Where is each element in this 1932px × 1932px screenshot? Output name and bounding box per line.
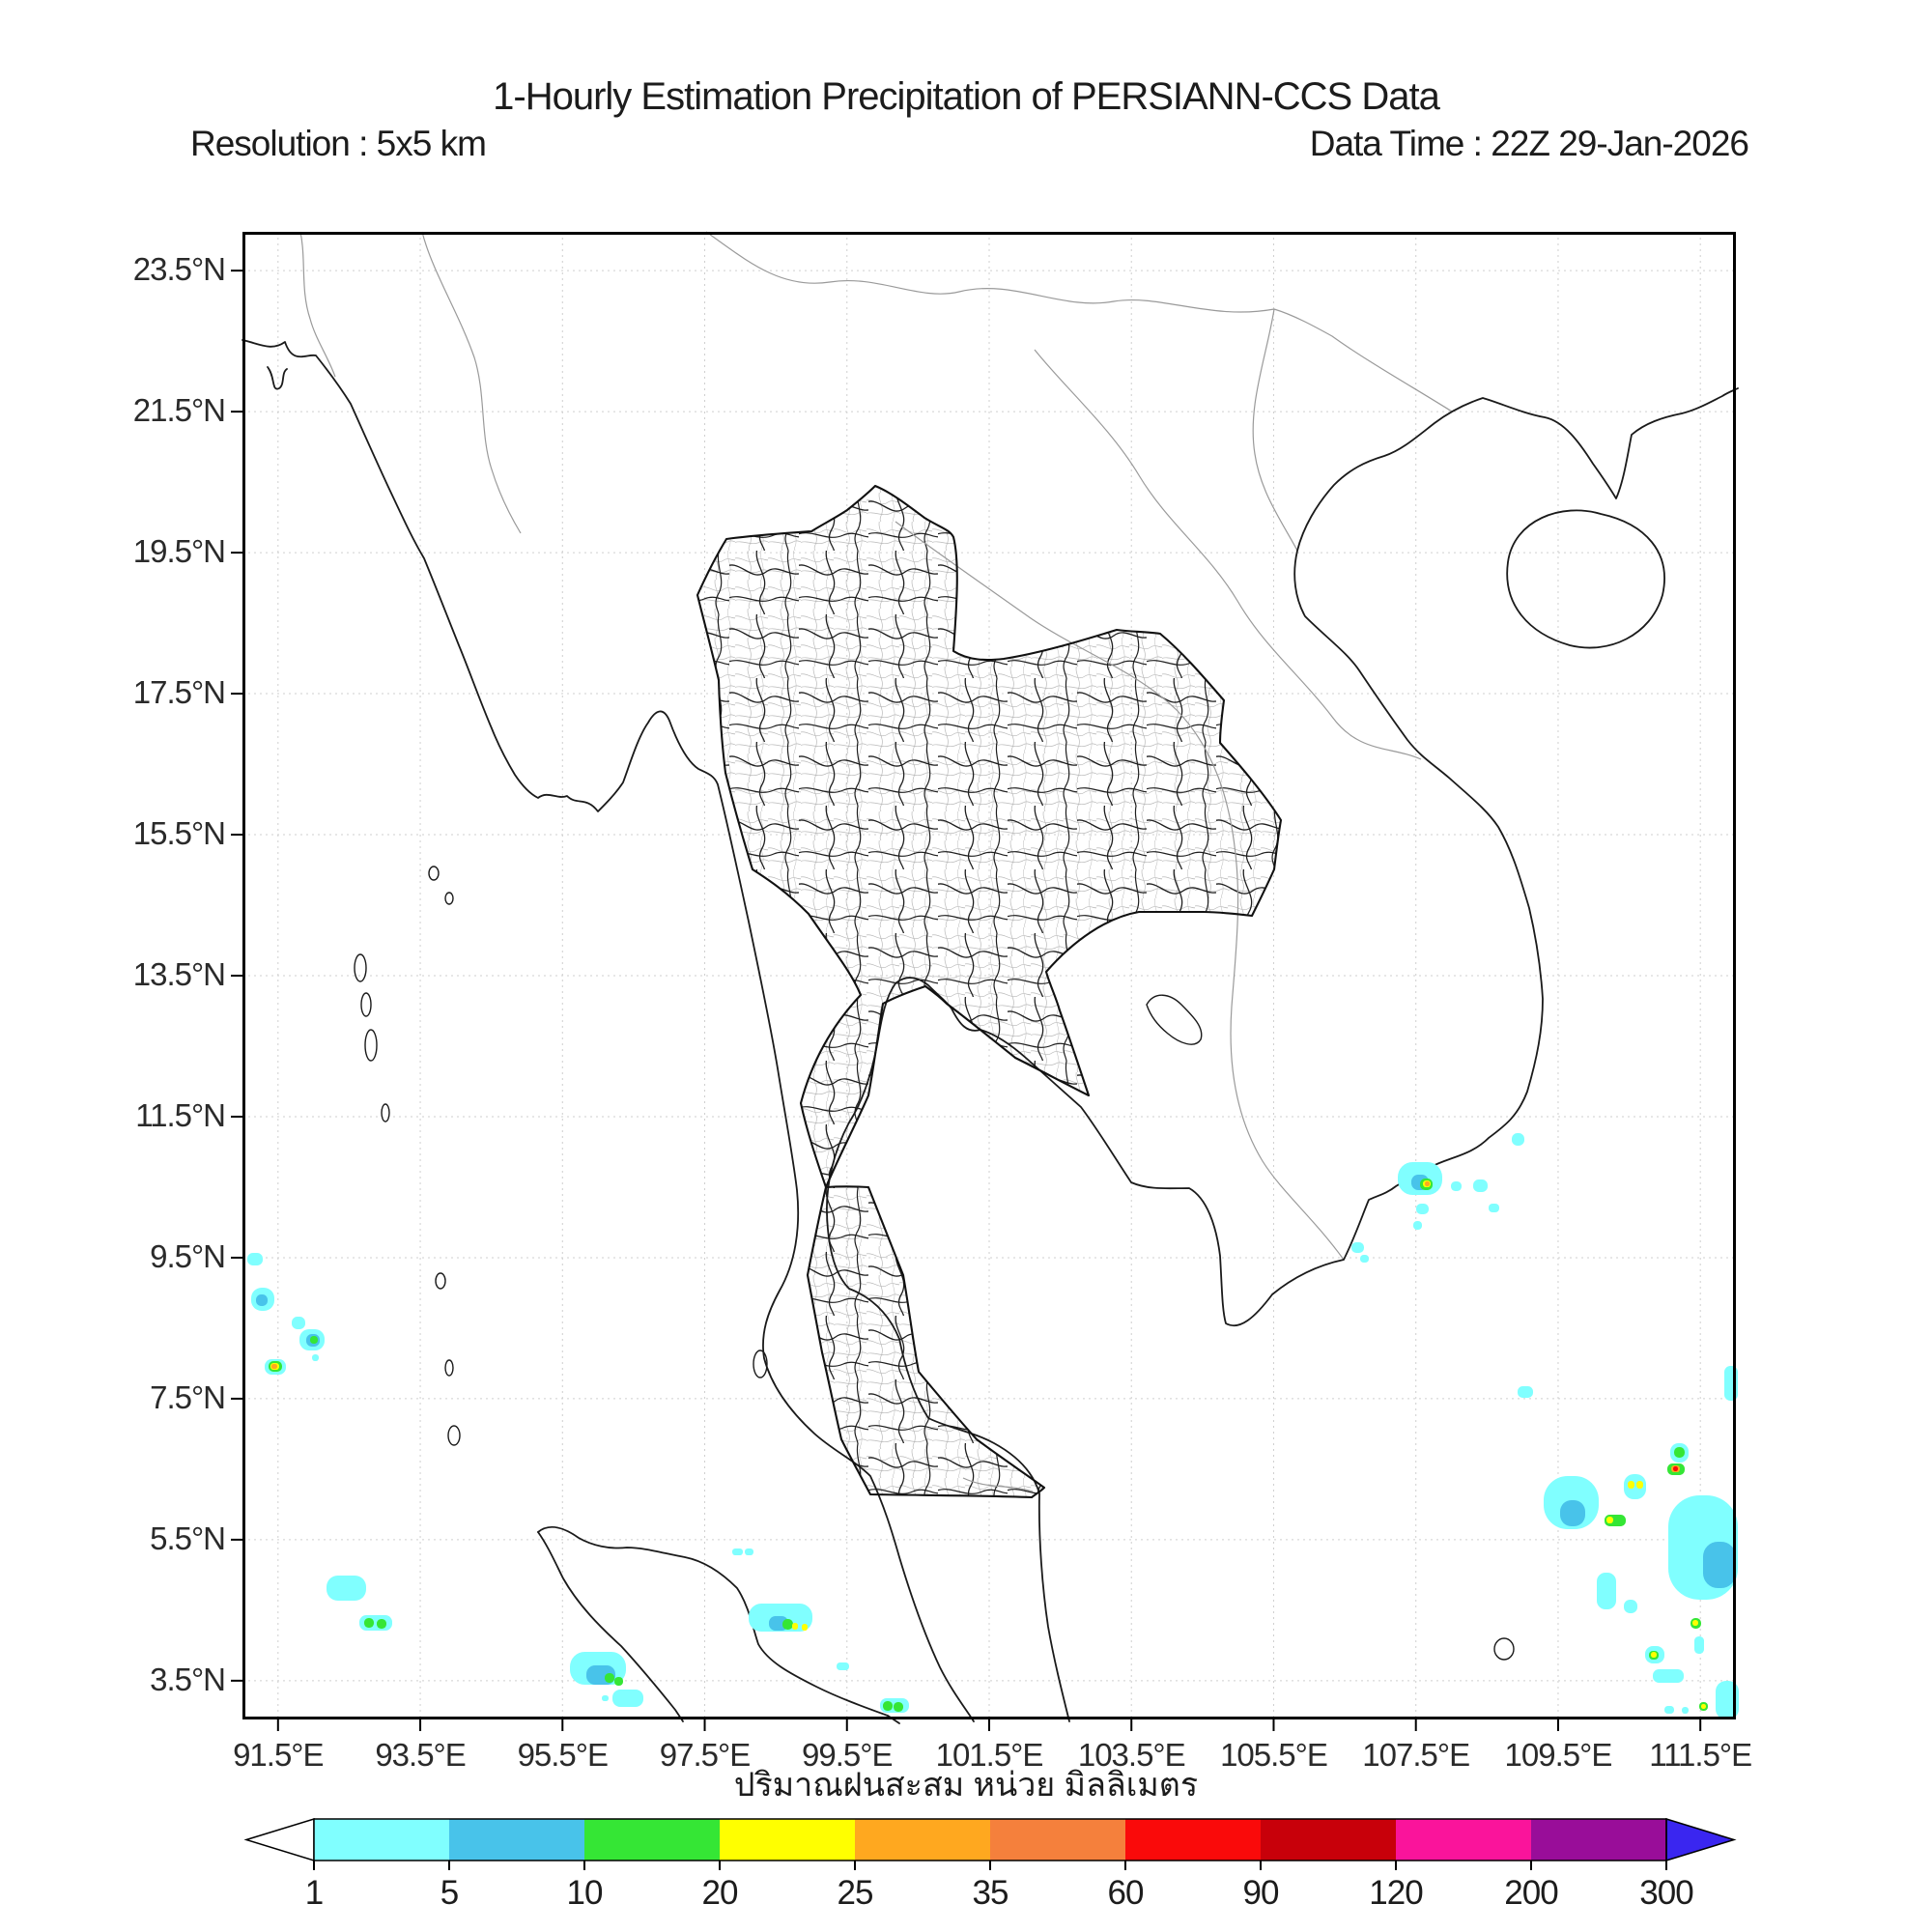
precip-cell-level-1 — [1360, 1255, 1369, 1263]
xaxis-label-thai: ปริมาณฝนสะสม หน่วย มิลลิเมตร — [733, 1767, 1199, 1804]
precip-cell-level-1 — [1694, 1636, 1704, 1654]
precip-cell-level-4 — [1636, 1481, 1643, 1489]
precip-cell-level-3 — [894, 1702, 903, 1712]
lat-tick-label: 19.5°N — [132, 533, 226, 570]
islands — [354, 866, 1515, 1661]
colorbar-tick-label: 35 — [972, 1874, 1009, 1912]
precip-cell-level-1 — [1489, 1204, 1499, 1212]
lon-tick-label: 109.5°E — [1504, 1737, 1613, 1773]
colorbar-tick-label: 20 — [701, 1874, 739, 1912]
lat-tick-label: 17.5°N — [132, 674, 226, 711]
precip-cell-level-1 — [1413, 1221, 1422, 1230]
lon-tick-label: 99.5°E — [802, 1737, 893, 1773]
colorbar-tick-label: 1 — [304, 1874, 324, 1912]
precip-cell-level-1 — [327, 1576, 366, 1601]
colorbar-tick-label: 200 — [1504, 1874, 1558, 1912]
precipitation-patches — [247, 1133, 1739, 1719]
lat-tick-label: 7.5°N — [150, 1378, 226, 1415]
precip-cell-level-1 — [612, 1690, 643, 1707]
lat-tick-label: 3.5°N — [150, 1661, 226, 1697]
chart-title: 1-Hourly Estimation Precipitation of PER… — [493, 75, 1440, 118]
precip-cell-level-5 — [1425, 1181, 1430, 1186]
lat-tick-label: 15.5°N — [132, 815, 226, 852]
axis-ticks — [231, 270, 1702, 1731]
precip-cell-level-5 — [271, 1364, 277, 1369]
lon-tick-label: 95.5°E — [517, 1737, 609, 1773]
lon-tick-label: 97.5°E — [659, 1737, 751, 1773]
map-frame — [242, 232, 1736, 1719]
precip-cell-level-3 — [364, 1618, 374, 1628]
coastlines — [242, 339, 1739, 1724]
precip-cell-level-6 — [1673, 1466, 1678, 1471]
colorbar-tick-label: 10 — [566, 1874, 604, 1912]
precip-cell-level-1 — [1451, 1181, 1462, 1191]
precip-cell-level-2 — [1560, 1500, 1585, 1526]
precip-cell-level-4 — [792, 1623, 798, 1630]
precip-cell-level-1 — [1653, 1669, 1684, 1683]
precip-cell-level-1 — [1351, 1242, 1364, 1253]
lon-tick-label: 93.5°E — [375, 1737, 466, 1773]
lat-tick-label: 21.5°N — [132, 392, 226, 429]
precip-cell-level-1 — [1416, 1204, 1429, 1214]
precip-cell-level-2 — [1703, 1542, 1736, 1588]
precip-cell-level-1 — [247, 1253, 263, 1265]
resolution-label: Resolution : 5x5 km — [190, 124, 487, 163]
precip-cell-level-1 — [312, 1354, 319, 1361]
thailand-outline — [696, 484, 1283, 1499]
colorbar-tick-label: 300 — [1639, 1874, 1693, 1912]
lon-tick-label: 103.5°E — [1077, 1737, 1186, 1773]
lat-tick-label: 13.5°N — [132, 956, 226, 992]
precip-cell-level-1 — [1664, 1706, 1674, 1714]
precip-cell-level-1 — [1624, 1474, 1646, 1499]
data-time-label: Data Time : 22Z 29-Jan-2026 — [1309, 124, 1749, 163]
lon-tick-label: 91.5°E — [233, 1737, 324, 1773]
precip-cell-level-1 — [1518, 1386, 1533, 1398]
precip-cell-level-1 — [732, 1548, 743, 1555]
lat-tick-label: 23.5°N — [132, 251, 226, 288]
lon-tick-label: 111.5°E — [1649, 1737, 1752, 1773]
precip-cell-level-4 — [1628, 1481, 1634, 1489]
precip-cell-level-3 — [614, 1677, 623, 1686]
colorbar-tick-label: 90 — [1242, 1874, 1280, 1912]
precip-cell-level-3 — [310, 1336, 318, 1344]
lon-tick-label: 101.5°E — [935, 1737, 1044, 1773]
country-borders — [299, 231, 1453, 1492]
precip-cell-level-4 — [802, 1624, 808, 1631]
precip-cell-level-1 — [1597, 1573, 1616, 1609]
precip-cell-level-1 — [1624, 1600, 1637, 1613]
precipitation-map — [231, 231, 1739, 1731]
precip-cell-level-3 — [1674, 1447, 1685, 1458]
precip-cell-level-3 — [883, 1701, 893, 1711]
precip-cell-level-4 — [1692, 1620, 1698, 1626]
precip-cell-level-3 — [782, 1619, 793, 1630]
precip-cell-level-4 — [1701, 1704, 1706, 1709]
colorbar-tick-label: 25 — [837, 1874, 874, 1912]
precip-cell-level-1 — [745, 1548, 753, 1555]
colorbar-tick-label: 120 — [1369, 1874, 1423, 1912]
precip-cell-level-1 — [1512, 1133, 1524, 1146]
precip-cell-level-1 — [837, 1662, 849, 1670]
precip-cell-level-3 — [377, 1619, 386, 1629]
precip-cell-level-2 — [256, 1294, 268, 1306]
colorbar-tick-label: 60 — [1107, 1874, 1145, 1912]
precip-cell-level-4 — [1606, 1517, 1613, 1523]
lon-tick-label: 107.5°E — [1362, 1737, 1470, 1773]
precip-cell-level-1 — [292, 1317, 305, 1329]
precip-cell-level-1 — [1682, 1707, 1689, 1714]
precip-cell-level-1 — [602, 1695, 609, 1701]
lon-tick-label: 105.5°E — [1220, 1737, 1328, 1773]
lat-tick-label: 11.5°N — [135, 1096, 226, 1133]
colorbar-tick-label: 5 — [440, 1874, 459, 1912]
precip-cell-level-3 — [605, 1673, 614, 1683]
precip-cell-level-1 — [1473, 1179, 1488, 1192]
precip-cell-level-4 — [1651, 1652, 1657, 1658]
lat-tick-label: 9.5°N — [150, 1237, 226, 1274]
lat-tick-label: 5.5°N — [150, 1520, 226, 1556]
